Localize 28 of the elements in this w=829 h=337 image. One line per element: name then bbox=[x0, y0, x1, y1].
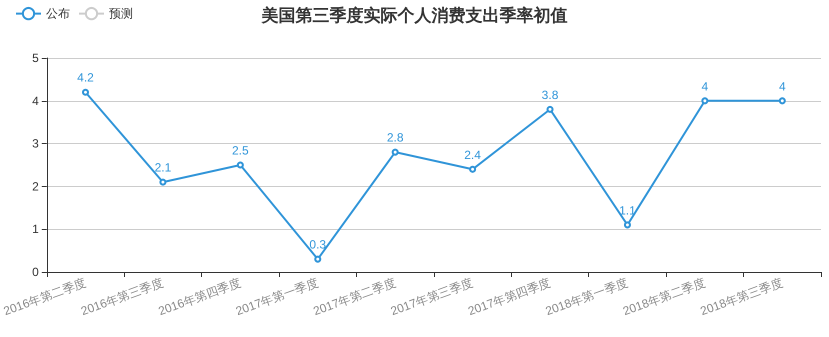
data-label: 2.1 bbox=[154, 160, 172, 175]
y-tick-label: 0 bbox=[32, 265, 40, 279]
data-label: 2.5 bbox=[232, 144, 250, 158]
point bbox=[236, 162, 244, 168]
y-tick-label: 3 bbox=[32, 136, 40, 151]
y-tick-label: 2 bbox=[32, 179, 40, 194]
data-label: 0.3 bbox=[309, 238, 326, 252]
data-label: 4 bbox=[778, 79, 786, 94]
point bbox=[624, 221, 631, 228]
data-label: 3.8 bbox=[542, 88, 559, 102]
point bbox=[701, 97, 708, 104]
point bbox=[469, 166, 476, 173]
point bbox=[546, 106, 554, 113]
legend-label: 公布 bbox=[46, 6, 70, 21]
point bbox=[392, 148, 399, 156]
point bbox=[159, 178, 166, 186]
data-label: 2.4 bbox=[464, 148, 482, 162]
y-tick-label: 5 bbox=[32, 51, 40, 65]
y-tick-label: 1 bbox=[32, 222, 40, 236]
data-label: 4.2 bbox=[77, 70, 94, 85]
legend-label: 预测 bbox=[109, 6, 133, 21]
y-tick-label: 4 bbox=[32, 94, 40, 108]
data-label: 2.8 bbox=[386, 130, 404, 145]
point bbox=[82, 88, 89, 96]
point bbox=[778, 97, 786, 104]
chart-title: 美国第三季度实际个人消费支出季率初值 bbox=[260, 6, 568, 25]
point bbox=[314, 256, 322, 263]
data-label: 4 bbox=[702, 79, 709, 94]
